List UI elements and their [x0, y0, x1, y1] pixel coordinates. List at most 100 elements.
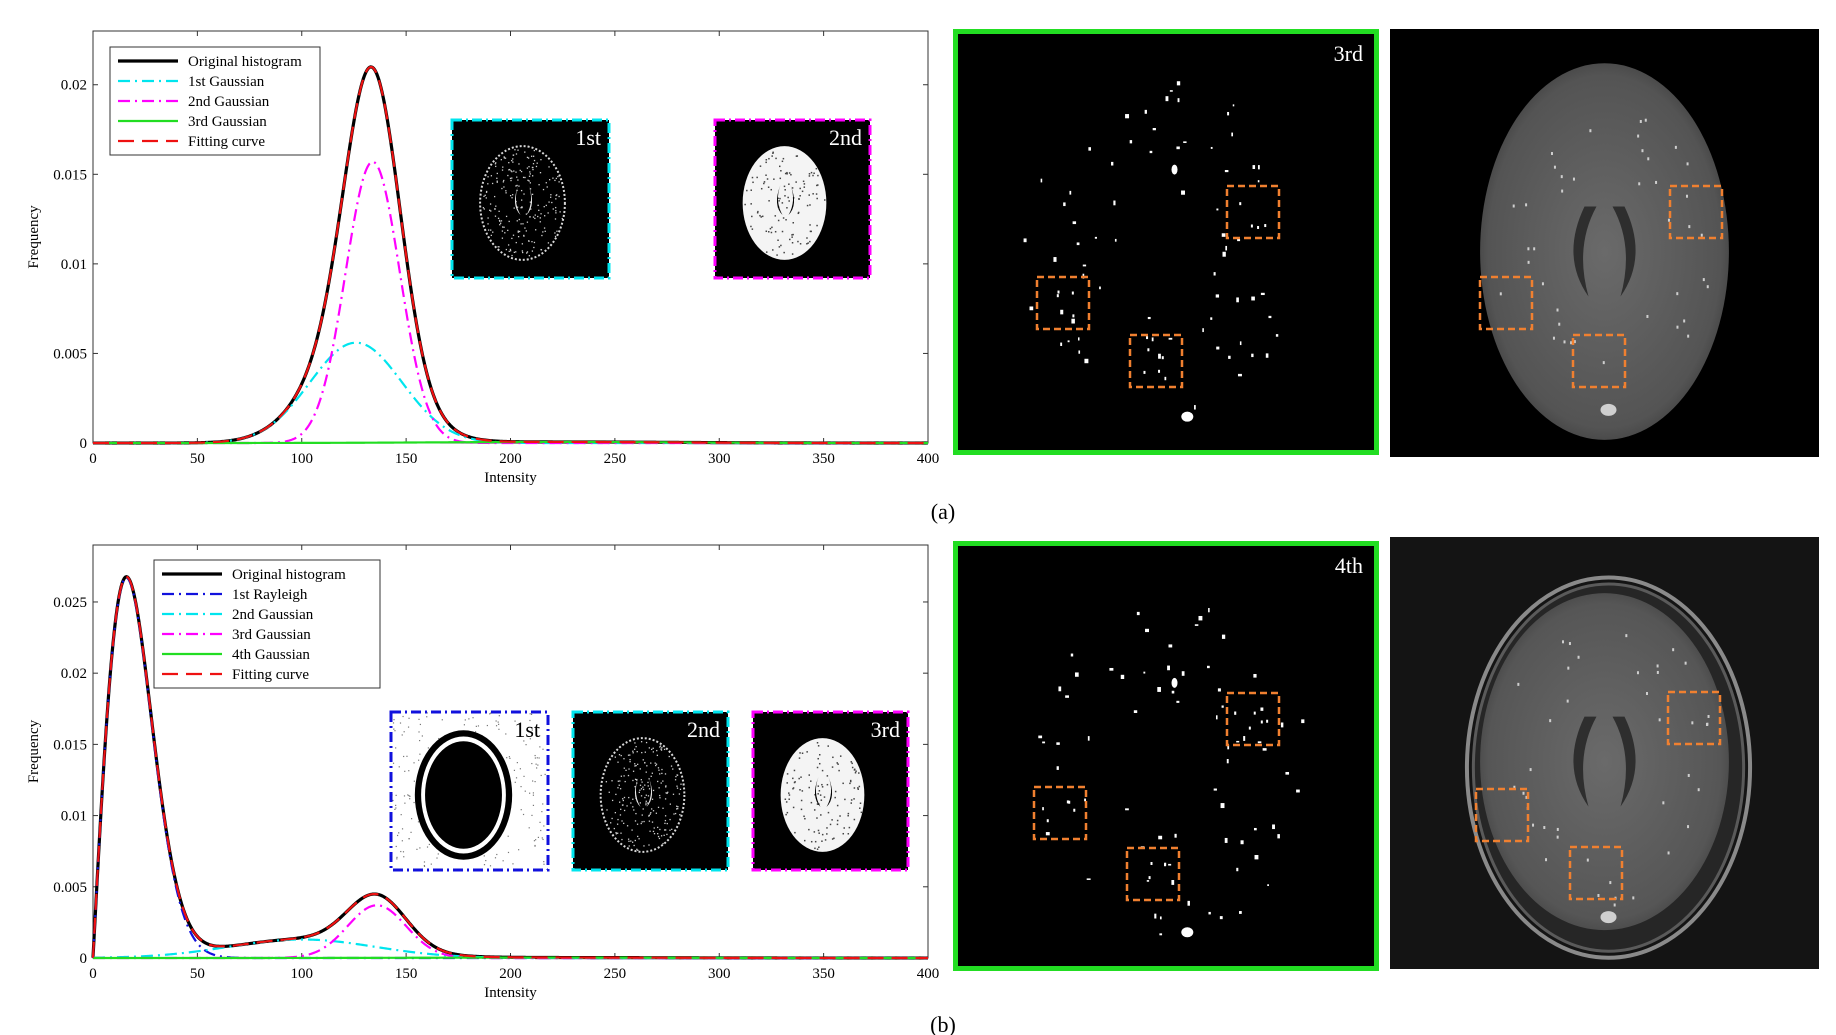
tissue-speck [501, 230, 504, 232]
tissue-speck [629, 761, 631, 763]
tissue-speck [516, 176, 518, 178]
mask-speck [816, 848, 819, 850]
tissue-speck [495, 205, 497, 207]
mask-speck [798, 198, 800, 200]
vessel-blob [1600, 403, 1617, 416]
tissue-speck [635, 745, 637, 748]
mask-speck [853, 787, 856, 789]
mask-speck [831, 819, 833, 821]
noise-speck [427, 747, 429, 749]
vessel-speck [1060, 342, 1063, 346]
tissue-speck [524, 151, 526, 153]
tissue-speck [498, 210, 500, 212]
noise-speck [514, 781, 516, 783]
legend-entry: 2nd Gaussian [232, 607, 314, 623]
mask-speck [849, 779, 852, 782]
tissue-speck [509, 168, 511, 171]
tissue-speck [487, 183, 489, 185]
vessel-speck [1147, 316, 1151, 320]
tissue-speck [668, 755, 670, 758]
tissue-speck [648, 788, 651, 790]
vessel-speck [1573, 340, 1576, 344]
tissue-speck [513, 207, 515, 209]
noise-speck [401, 734, 403, 736]
tissue-speck [547, 212, 549, 214]
mask-speck [853, 818, 856, 821]
vessel-speck [1086, 878, 1091, 880]
tissue-speck [608, 791, 610, 793]
noise-speck [535, 839, 537, 841]
highlight-box [1125, 846, 1181, 902]
tissue-speck [617, 832, 619, 834]
tissue-speck [630, 802, 632, 804]
mask-speck [771, 155, 773, 157]
vessel-speck [1210, 317, 1213, 320]
inset-image-2nd: 2nd [713, 118, 872, 280]
noise-speck [489, 865, 492, 867]
vessel-speck [1063, 202, 1066, 207]
vessel-speck [1143, 671, 1146, 674]
mask-speck [821, 769, 824, 772]
x-tick-label: 300 [708, 451, 731, 467]
noise-speck [539, 746, 541, 748]
tissue-speck [659, 797, 661, 799]
vessel-speck [1268, 315, 1272, 319]
vessel-speck [1147, 348, 1150, 352]
noise-speck [544, 773, 546, 776]
vessel-blob [1181, 927, 1194, 938]
vessel-speck [1158, 369, 1161, 373]
x-tick-label: 0 [89, 966, 97, 982]
mask-speck [819, 794, 822, 796]
tissue-speck [664, 773, 667, 775]
noise-speck [531, 814, 533, 817]
vessel-speck [1250, 224, 1253, 228]
tissue-speck [496, 180, 498, 182]
tissue-speck [539, 172, 542, 174]
mask-speck [808, 194, 810, 196]
tissue-speck [664, 798, 667, 800]
noise-speck [418, 718, 420, 720]
noise-speck [532, 794, 535, 796]
tissue-speck [541, 234, 543, 237]
tissue-speck [677, 807, 679, 810]
tissue-speck [662, 807, 664, 809]
vessel-speck [1168, 863, 1172, 866]
tissue-speck [487, 229, 490, 231]
tissue-speck [525, 230, 527, 232]
mask-speck [785, 813, 787, 816]
mask-speck [801, 790, 804, 792]
ventricle-left [814, 777, 821, 807]
tissue-speck [634, 763, 636, 765]
tissue-speck [552, 208, 554, 210]
tissue-speck [622, 804, 624, 806]
tissue-speck [529, 201, 532, 203]
y-axis-label: Frequency [26, 205, 42, 269]
vessel-speck [1129, 140, 1133, 144]
noise-speck [496, 853, 498, 856]
vessel-speck [1217, 688, 1221, 692]
tissue-speck [507, 244, 510, 246]
vessel-speck [1060, 309, 1064, 315]
tissue-speck [517, 230, 519, 232]
brain-mask [742, 146, 827, 260]
tissue-speck [647, 785, 649, 787]
tissue-speck [557, 175, 559, 178]
tissue-speck [628, 796, 630, 799]
tissue-speck [665, 785, 667, 787]
mask-speck [752, 181, 754, 184]
noise-speck [486, 724, 488, 727]
mask-speck [848, 826, 851, 829]
mask-speck [784, 172, 787, 175]
vessel-speck [1078, 337, 1080, 341]
vessel-speck [1248, 726, 1251, 730]
tissue-speck [532, 168, 534, 171]
mask-speck [807, 242, 809, 244]
tissue-speck [554, 218, 557, 220]
tissue-speck [657, 806, 660, 809]
mask-speck [813, 809, 816, 811]
tissue-speck [538, 184, 540, 186]
noise-speck [520, 785, 522, 788]
tissue-speck [656, 749, 658, 752]
noise-speck [430, 863, 432, 865]
vessel-speck [1589, 129, 1592, 133]
